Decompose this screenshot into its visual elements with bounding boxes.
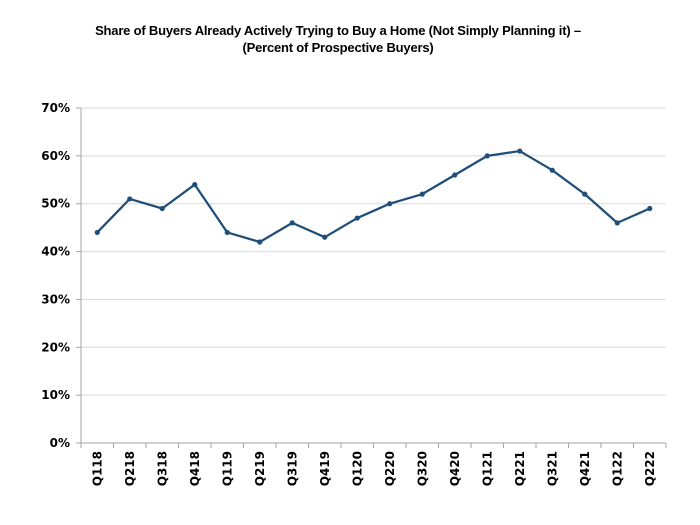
x-tick-label: Q122 [610, 451, 624, 486]
x-tick-label: Q118 [90, 451, 104, 486]
data-point [484, 153, 490, 159]
y-tick-label: 0% [50, 436, 70, 450]
x-tick-label: Q318 [155, 451, 169, 486]
x-tick-label: Q218 [123, 451, 137, 486]
y-tick-label: 30% [41, 292, 70, 306]
data-point [614, 220, 620, 226]
x-tick-label: Q120 [350, 451, 364, 486]
data-point [322, 234, 328, 240]
gridlines [76, 107, 666, 444]
y-tick-label: 40% [41, 245, 70, 259]
data-point [289, 220, 295, 226]
x-tick-label: Q121 [480, 451, 494, 486]
data-point [257, 239, 263, 245]
x-tick-label: Q220 [383, 451, 397, 486]
data-point [354, 215, 360, 221]
y-tick-label: 50% [41, 197, 70, 211]
x-tick-label: Q319 [285, 451, 299, 486]
data-point [159, 205, 165, 212]
x-tick-label: Q222 [643, 451, 657, 486]
x-tick-label: Q119 [220, 451, 234, 486]
chart-title: Share of Buyers Already Actively Trying … [0, 22, 676, 56]
x-tick-label: Q221 [513, 451, 527, 486]
data-point [582, 191, 588, 197]
data-point [94, 229, 100, 236]
y-tick-label: 60% [41, 149, 70, 163]
x-tick-label: Q420 [448, 451, 462, 486]
x-tick-label: Q320 [415, 451, 429, 486]
data-point [452, 172, 458, 178]
y-axis-tick-labels: 0% 10% 20% 30% 40% 50% 60% 70% [41, 101, 70, 450]
data-point [192, 181, 198, 188]
x-tick-label: Q419 [318, 451, 332, 486]
chart-title-line-1: Share of Buyers Already Actively Trying … [95, 23, 581, 38]
data-point [517, 148, 523, 154]
series-line [96, 149, 651, 244]
x-axis-tick-labels: Q118 Q218 Q318 Q418 Q119 Q219 Q319 Q419 Q120 Q220… [90, 451, 657, 486]
x-axis [80, 108, 667, 448]
x-tick-label: Q418 [188, 451, 202, 486]
x-tick-label: Q219 [253, 451, 267, 486]
data-point [647, 205, 653, 212]
y-tick-label: 70% [41, 101, 70, 115]
chart-title-line-2: (Percent of Prospective Buyers) [242, 40, 434, 55]
x-tick-label: Q321 [545, 451, 559, 486]
y-tick-label: 10% [41, 388, 70, 402]
data-point [419, 191, 425, 197]
x-tick-label: Q421 [578, 451, 592, 486]
series-line-group [94, 148, 653, 245]
data-point [387, 201, 393, 207]
data-point [127, 196, 133, 202]
data-point [224, 229, 230, 236]
data-point [549, 167, 555, 173]
y-tick-label: 20% [41, 340, 70, 354]
